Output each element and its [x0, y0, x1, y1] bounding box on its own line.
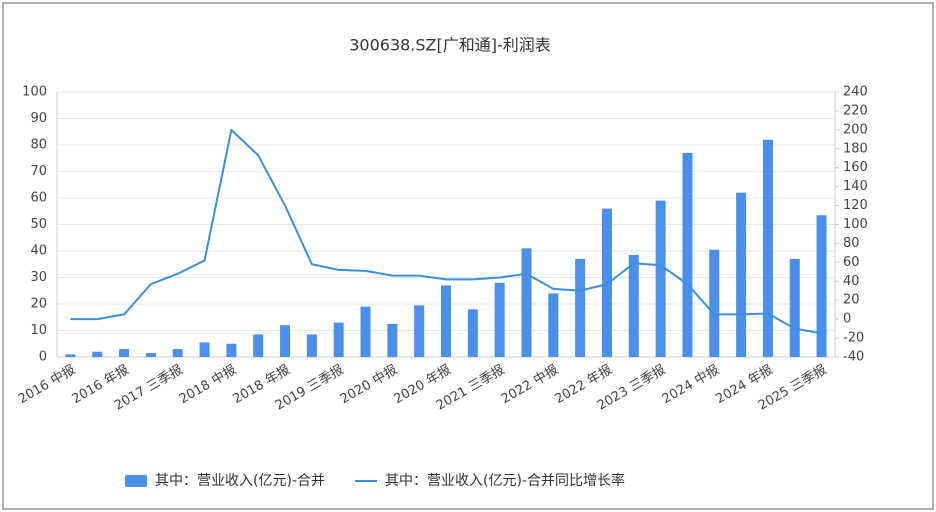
y-tick-label: 40 — [30, 244, 47, 259]
y-tick-label: 90 — [30, 111, 47, 126]
y-tick-label: 60 — [30, 191, 47, 206]
y2-tick-label: 20 — [843, 293, 860, 308]
bar — [65, 354, 76, 357]
y2-tick-label: -20 — [843, 331, 864, 346]
y2-tick-label: 80 — [843, 236, 860, 251]
line — [70, 128, 822, 335]
y2-tick-label: 40 — [843, 274, 860, 289]
bar — [441, 285, 451, 357]
bar — [789, 258, 800, 357]
y-tick-label: 80 — [30, 138, 47, 153]
y2-tick-label: 0 — [843, 312, 851, 327]
bar — [601, 208, 612, 357]
bar — [306, 334, 317, 357]
bar — [92, 351, 103, 357]
bar — [762, 139, 773, 357]
bar — [628, 254, 639, 357]
chart-title: 300638.SZ[广和通]-利润表 — [349, 36, 551, 55]
y2-tick-label: 120 — [843, 198, 868, 213]
bar — [280, 325, 291, 357]
bar — [655, 200, 666, 357]
y2-tick-label: 100 — [843, 217, 868, 232]
bar — [682, 152, 693, 357]
bar — [172, 349, 183, 357]
legend-label: 其中：营业收入(亿元)-合并同比增长率 — [385, 472, 625, 489]
bar — [709, 249, 720, 357]
y-tick-label: 10 — [30, 323, 47, 338]
y-tick-label: 100 — [22, 85, 47, 100]
bar — [521, 248, 532, 357]
y-tick-label: 30 — [30, 270, 47, 285]
y2-tick-label: 180 — [843, 141, 868, 156]
legend-swatch — [125, 475, 147, 487]
bar — [736, 192, 747, 357]
legend-label: 其中：营业收入(亿元)-合并 — [155, 473, 325, 489]
bar — [119, 349, 130, 357]
y2-tick-label: 240 — [843, 85, 868, 100]
y2-tick-label: 220 — [843, 103, 868, 118]
bar — [333, 322, 344, 357]
bar — [253, 334, 264, 357]
bar — [387, 323, 398, 357]
y2-tick-label: 160 — [843, 160, 868, 175]
bar — [414, 305, 425, 357]
y2-tick-label: -40 — [843, 350, 864, 365]
y2-tick-label: 60 — [843, 255, 860, 270]
bar — [226, 343, 237, 357]
y2-tick-label: 140 — [843, 179, 868, 194]
y-tick-label: 0 — [39, 350, 47, 365]
y2-tick-label: 200 — [843, 122, 868, 137]
bar — [199, 342, 210, 357]
bar — [145, 353, 156, 357]
y-tick-label: 20 — [30, 297, 47, 312]
bar — [548, 293, 559, 357]
bar — [467, 309, 478, 357]
bar — [360, 306, 371, 357]
bar — [575, 258, 586, 357]
bar — [494, 282, 505, 357]
y-tick-label: 50 — [30, 217, 47, 232]
bar — [816, 215, 827, 357]
y-tick-label: 70 — [30, 164, 47, 179]
